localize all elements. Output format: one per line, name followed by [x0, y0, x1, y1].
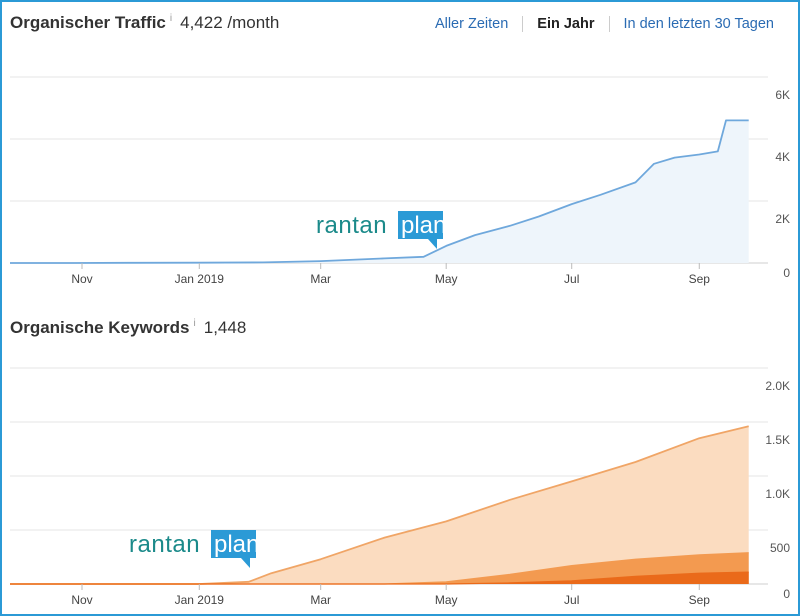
traffic-header: Organischer Traffic i 4,422 /month	[10, 13, 279, 33]
x-tick-label: Jan 2019	[175, 593, 225, 607]
y-tick-label: 6K	[775, 88, 790, 102]
x-tick-label: Jan 2019	[175, 272, 225, 286]
x-tick-label: Jul	[564, 272, 579, 286]
traffic-info-icon[interactable]: i	[169, 13, 173, 24]
x-tick-label: Nov	[71, 593, 92, 607]
x-tick-label: Jul	[564, 593, 579, 607]
traffic-title: Organischer Traffic	[10, 13, 166, 32]
y-tick-label: 2.0K	[765, 379, 790, 393]
rantanplan-logo: rantan plan	[316, 211, 446, 249]
series-area	[10, 552, 749, 584]
tab-one-year[interactable]: Ein Jahr	[537, 16, 595, 32]
series-line	[10, 425, 749, 585]
logo-text-left: rantan	[129, 531, 200, 558]
x-tick-label: Mar	[310, 272, 331, 286]
tab-all-time[interactable]: Aller Zeiten	[434, 16, 509, 32]
x-tick-label: Mar	[310, 593, 331, 607]
x-tick-label: Sep	[689, 272, 711, 286]
keywords-value: 1,448	[203, 318, 247, 337]
logo-text-left: rantan	[316, 212, 387, 239]
x-tick-label: May	[435, 593, 458, 607]
range-tabs: Aller Zeiten Ein Jahr In den letzten 30 …	[435, 16, 774, 32]
y-tick-label: 4K	[775, 150, 790, 164]
keywords-title: Organische Keywords	[10, 318, 190, 337]
logo-speech-bubble	[398, 211, 443, 249]
rantanplan-logo: rantan plan	[129, 530, 259, 568]
y-tick-label: 0	[783, 266, 790, 280]
tab-last-30-days[interactable]: In den letzten 30 Tagen	[623, 16, 775, 32]
y-tick-label: 500	[770, 541, 790, 555]
tab-divider	[522, 16, 524, 32]
series-area	[10, 572, 749, 584]
traffic-chart: 6K 4K 2K 0 Nov Jan 2019 Mar May Jul Sep rantan plan	[10, 76, 790, 286]
traffic-value: 4,422 /month	[180, 13, 280, 32]
y-tick-label: 2K	[775, 212, 790, 226]
logo-speech-bubble	[211, 530, 256, 568]
keywords-chart: 2.0K 1.5K 1.0K 500 0 Nov Jan 2019 Mar May Jul Sep r…	[10, 367, 790, 607]
y-tick-label: 1.5K	[765, 433, 790, 447]
x-tick-label: Nov	[71, 272, 92, 286]
series-area	[10, 426, 749, 584]
logo-text-right: plan	[214, 531, 259, 558]
x-tick-label: Sep	[689, 593, 711, 607]
y-tick-label: 0	[783, 587, 790, 601]
series-line	[10, 119, 749, 264]
keywords-info-icon[interactable]: i	[193, 318, 196, 329]
series-area	[10, 120, 749, 264]
y-tick-label: 1.0K	[765, 487, 790, 501]
keywords-header: Organische Keywords i 1,448	[10, 318, 246, 338]
x-tick-label: May	[435, 272, 458, 286]
tab-divider	[608, 16, 610, 32]
logo-text-right: plan	[401, 212, 446, 239]
